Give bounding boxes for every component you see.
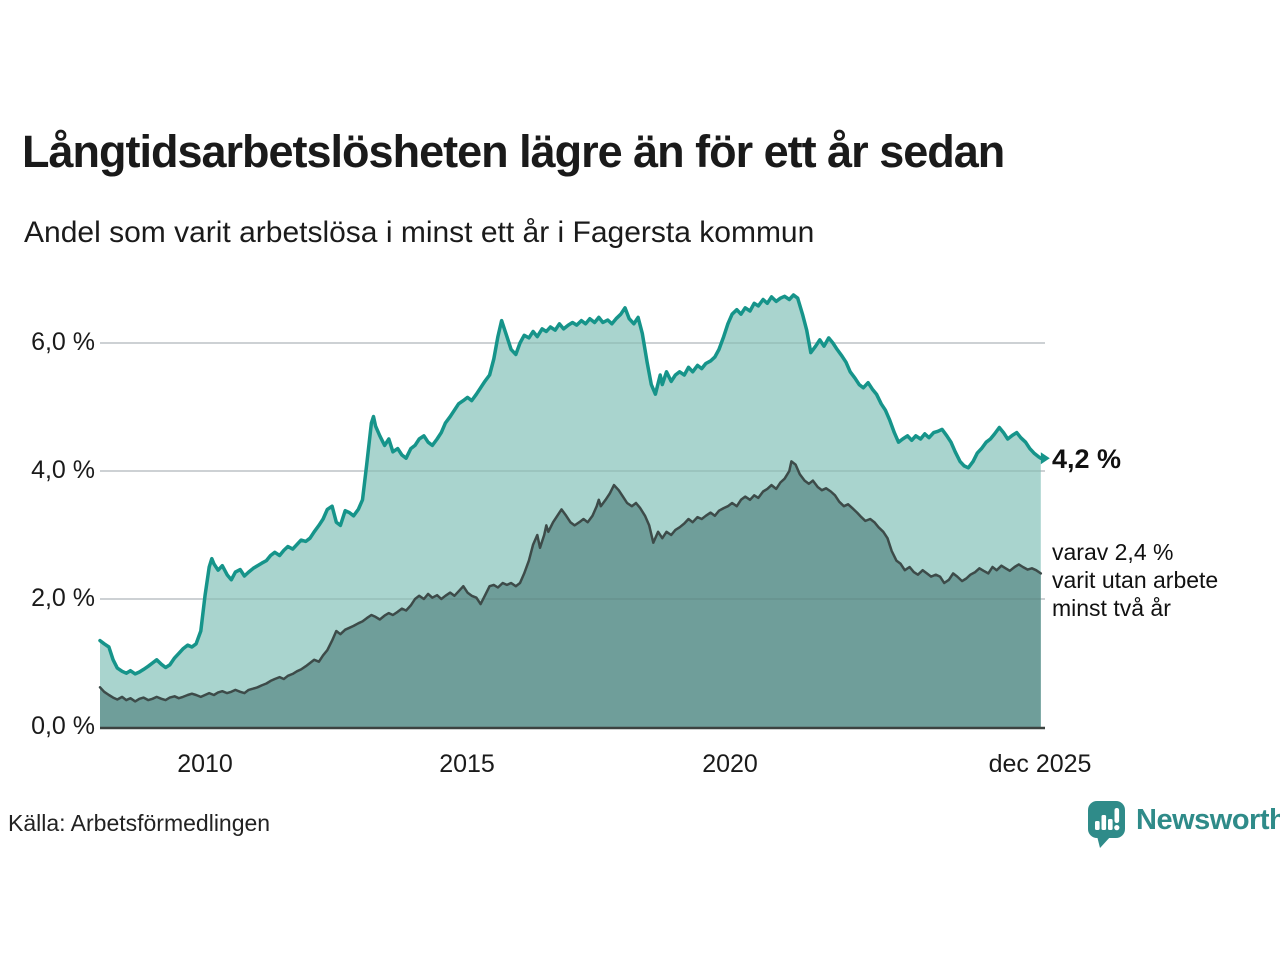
newsworthy-speech-bubble-chart-icon bbox=[1088, 801, 1125, 848]
latest-value-label: 4,2 % bbox=[1052, 444, 1122, 474]
page-subtitle: Andel som varit arbetslösa i minst ett å… bbox=[24, 216, 815, 249]
x-tick-label-2010: 2010 bbox=[177, 750, 233, 778]
source-caption: Källa: Arbetsförmedlingen bbox=[8, 810, 271, 836]
newsworthy-branding: Newsworthy bbox=[1086, 799, 1280, 849]
y-tick-label-0: 0,0 % bbox=[31, 712, 95, 740]
x-tick-label-2015: 2015 bbox=[439, 750, 495, 778]
x-tick-label-2020: 2020 bbox=[702, 750, 758, 778]
y-tick-label-2: 2,0 % bbox=[31, 584, 95, 612]
page-title: Långtidsarbetslösheten lägre än för ett … bbox=[22, 126, 1005, 177]
y-tick-label-6: 6,0 % bbox=[31, 328, 95, 356]
y-tick-label-4: 4,0 % bbox=[31, 456, 95, 484]
newsworthy-wordmark: Newsworthy bbox=[1136, 804, 1280, 836]
two-year-value-label: varav 2,4 % varit utan arbete minst två … bbox=[1052, 539, 1219, 621]
x-tick-label-dec-2025: dec 2025 bbox=[988, 750, 1092, 778]
